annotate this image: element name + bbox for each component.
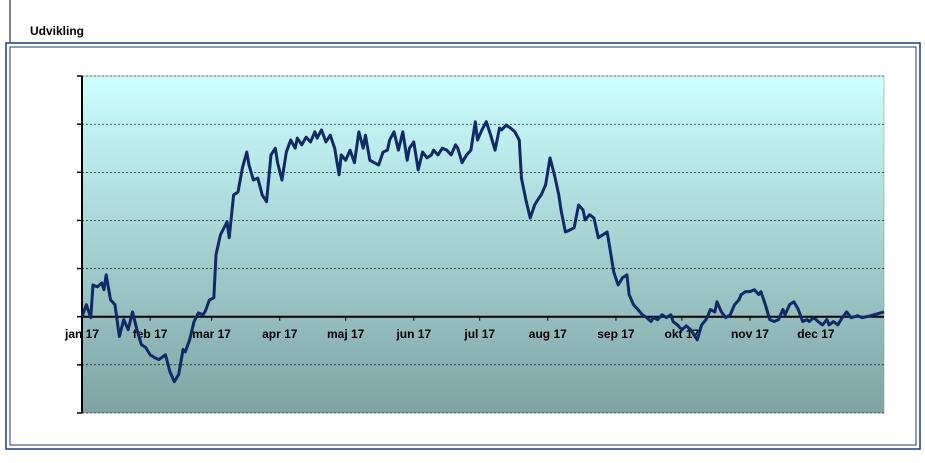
x-tick-label: nov 17: [731, 327, 769, 341]
data-line: [80, 120, 885, 384]
x-tick-label: apr 17: [262, 327, 298, 341]
x-tick-label: aug 17: [529, 327, 567, 341]
x-tick-label: mar 17: [192, 327, 231, 341]
x-tick-label: sep 17: [597, 327, 635, 341]
x-tick-label: jul 17: [463, 327, 495, 341]
plot-area: [81, 75, 885, 414]
x-tick-label: jun 17: [395, 327, 431, 341]
inner-frame: [9, 46, 917, 446]
x-tick-label: jan 17: [64, 327, 99, 341]
x-tick-label: maj 17: [327, 327, 365, 341]
x-tick-label: dec 17: [797, 327, 835, 341]
chart-title: Udvikling: [30, 24, 84, 38]
x-tick-label: feb 17: [133, 327, 168, 341]
